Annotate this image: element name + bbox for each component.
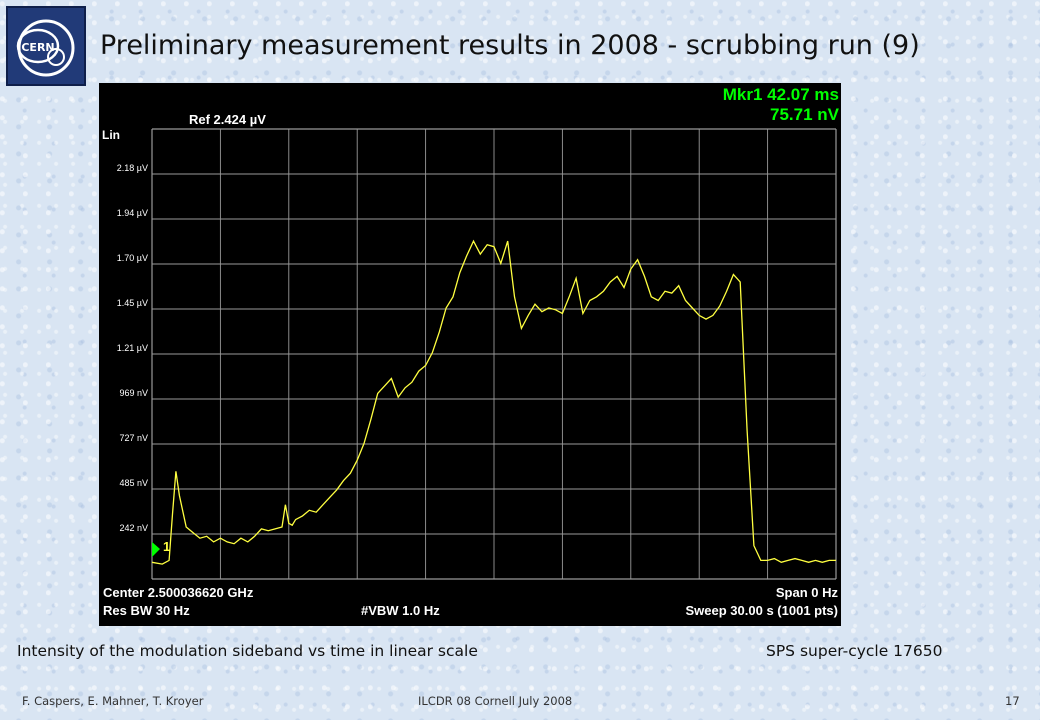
logo-text: CERN [21,41,54,54]
y-tick-label: 727 nV [119,433,148,443]
center-frequency: Center 2.500036620 GHz [103,585,254,600]
y-tick-label: 1.45 µV [117,298,148,308]
marker-readout-level: 75.71 nV [770,105,840,124]
footer-authors: F. Caspers, E. Mahner, T. Kroyer [22,694,204,708]
y-tick-label: 242 nV [119,523,148,533]
y-tick-label: 1.94 µV [117,208,148,218]
cern-logo: CERN [6,6,86,86]
trace-chart: 2.18 µV 1.94 µV 1.70 µV 1.45 µV 1.21 µV 969 n… [102,85,840,618]
grid [151,128,837,580]
trace-line [151,239,836,565]
marker-readout-time: Mkr1 42.07 ms [723,85,839,104]
super-cycle-caption: SPS super-cycle 17650 [766,642,943,660]
ref-level: Ref 2.424 µV [189,112,266,127]
spectrum-analyzer-display: 2.18 µV 1.94 µV 1.70 µV 1.45 µV 1.21 µV 969 n… [99,83,841,626]
page-title: Preliminary measurement results in 2008 … [100,30,920,61]
marker-icon [152,542,160,557]
y-tick-label: 1.21 µV [117,343,148,353]
figure-caption: Intensity of the modulation sideband vs … [17,642,478,660]
y-tick-label: 969 nV [119,388,148,398]
scale-label: Lin [102,128,120,142]
footer-event: ILCDR 08 Cornell July 2008 [418,694,573,708]
span-readout: Span 0 Hz [776,585,839,600]
y-tick-labels: 2.18 µV 1.94 µV 1.70 µV 1.45 µV 1.21 µV 969 n… [117,163,148,533]
y-tick-label: 1.70 µV [117,253,148,263]
sweep-time: Sweep 30.00 s (1001 pts) [686,603,838,618]
video-bandwidth: #VBW 1.0 Hz [361,603,440,618]
marker-label: 1 [163,539,170,554]
page-number: 17 [1005,694,1020,708]
y-tick-label: 2.18 µV [117,163,148,173]
y-tick-label: 485 nV [119,478,148,488]
resolution-bandwidth: Res BW 30 Hz [103,603,190,618]
